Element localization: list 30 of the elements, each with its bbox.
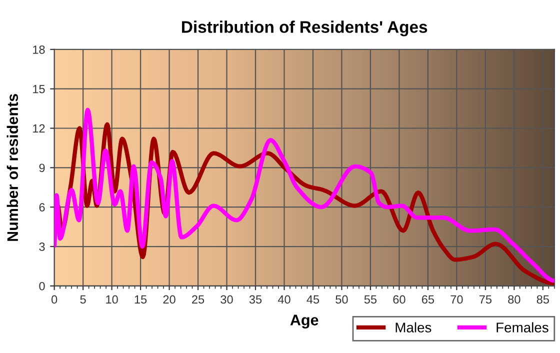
x-tick-label: 80 [508,295,520,304]
x-tick-label: 45 [306,295,320,304]
x-tick-label: 70 [450,295,463,304]
x-tick-label: 25 [192,295,204,304]
y-tick-label: 0 [39,282,45,290]
legend-label: Males [396,322,432,332]
x-tick-label: 20 [163,295,176,304]
x-tick-label: 75 [479,295,492,304]
chart-title: Distribution of Residents' Ages [182,20,428,36]
x-tick-label: 35 [249,295,262,304]
x-tick-label: 65 [422,295,434,304]
x-tick-label: 60 [393,295,406,304]
legend-label: Females [496,322,548,332]
x-tick-label: 15 [134,295,147,304]
y-tick-label: 18 [33,45,45,54]
y-tick-label: 6 [39,203,45,212]
y-axis-title: Number of residents [6,94,18,241]
x-tick-label: 85 [536,295,549,304]
y-tick-label: 3 [39,242,45,251]
x-tick-label: 55 [364,295,377,304]
x-tick-label: 0 [52,295,58,304]
y-tick-label: 15 [33,84,45,94]
x-tick-label: 5 [80,295,86,304]
y-tick-label: 12 [33,124,45,133]
x-tick-label: 10 [106,295,118,304]
x-tick-label: 40 [278,295,290,304]
x-tick-label: 50 [336,295,348,304]
x-axis-title: Age [290,314,318,329]
x-tick-label: 30 [220,295,233,304]
y-tick-label: 9 [39,164,45,172]
